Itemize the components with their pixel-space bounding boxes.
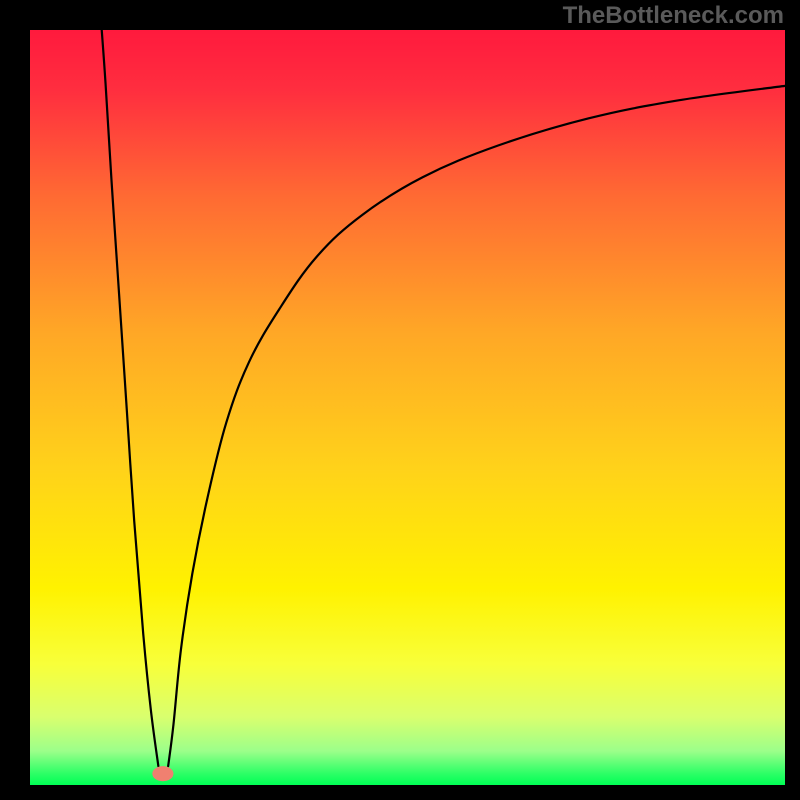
- chart-svg: [0, 0, 800, 800]
- chart-container: TheBottleneck.com: [0, 0, 800, 800]
- watermark-text: TheBottleneck.com: [563, 2, 784, 30]
- optimum-marker: [152, 766, 173, 781]
- plot-background: [30, 30, 785, 785]
